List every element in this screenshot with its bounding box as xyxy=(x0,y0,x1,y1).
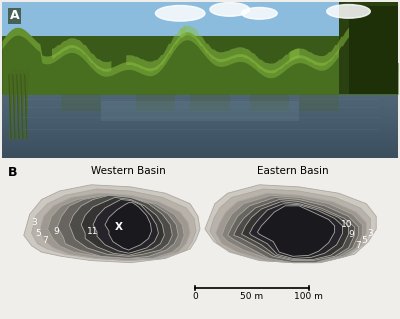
Polygon shape xyxy=(234,199,354,261)
Polygon shape xyxy=(222,195,362,263)
Polygon shape xyxy=(48,195,184,258)
Polygon shape xyxy=(205,185,376,263)
Polygon shape xyxy=(32,189,196,261)
Polygon shape xyxy=(258,206,335,256)
Text: 50 m: 50 m xyxy=(240,292,264,301)
Text: 0: 0 xyxy=(192,292,198,301)
Ellipse shape xyxy=(242,7,277,19)
Text: 10: 10 xyxy=(341,220,352,229)
Text: 7: 7 xyxy=(43,236,48,245)
Text: Western Basin: Western Basin xyxy=(91,166,166,176)
Text: 100 m: 100 m xyxy=(294,292,323,301)
Text: 3: 3 xyxy=(31,218,36,227)
Polygon shape xyxy=(210,189,370,263)
Polygon shape xyxy=(105,203,152,250)
Ellipse shape xyxy=(210,3,250,16)
Text: X: X xyxy=(115,222,123,232)
Ellipse shape xyxy=(156,5,205,21)
Polygon shape xyxy=(242,202,348,260)
Polygon shape xyxy=(250,204,342,258)
Text: 5: 5 xyxy=(36,229,42,238)
Text: Eastern Basin: Eastern Basin xyxy=(257,166,329,176)
Text: 7: 7 xyxy=(356,241,361,250)
Polygon shape xyxy=(216,193,366,263)
Text: 11: 11 xyxy=(87,226,99,236)
Polygon shape xyxy=(58,195,178,258)
Polygon shape xyxy=(93,199,158,253)
Polygon shape xyxy=(24,185,200,263)
Polygon shape xyxy=(40,193,190,261)
Text: B: B xyxy=(8,166,18,179)
Polygon shape xyxy=(69,195,172,256)
Polygon shape xyxy=(228,197,358,263)
Text: 5: 5 xyxy=(362,236,367,245)
Text: 9: 9 xyxy=(348,230,354,239)
Ellipse shape xyxy=(327,4,370,18)
Polygon shape xyxy=(81,197,164,255)
Text: A: A xyxy=(10,10,20,22)
Text: 9: 9 xyxy=(54,226,59,236)
Text: 3: 3 xyxy=(368,229,373,238)
